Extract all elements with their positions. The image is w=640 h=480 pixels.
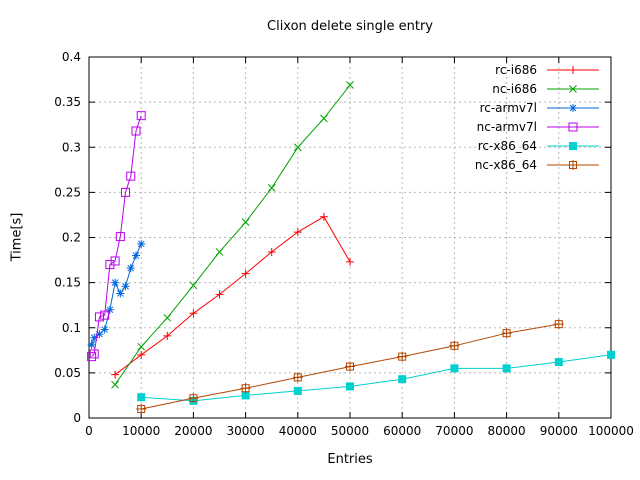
series-nc-armv7l — [87, 111, 146, 362]
tick-labels: 0 10000 20000 30000 40000 50000 60000 70000 8000… — [54, 50, 634, 438]
y-tick-label: 0.05 — [54, 366, 81, 380]
x-tick-label: 50000 — [331, 424, 369, 438]
series-rc-armv7l — [87, 239, 146, 349]
x-tick-label: 40000 — [279, 424, 317, 438]
legend-entry-nc-i686: nc-i686 — [440, 79, 600, 98]
legend: rc-i686 nc-i686 rc-armv7l nc-armv7l rc-x86_6… — [440, 60, 600, 174]
legend-label: nc-i686 — [492, 81, 537, 96]
y-tick-label: 0.2 — [62, 231, 81, 245]
y-tick-label: 0.1 — [62, 321, 81, 335]
y-tick-label: 0.3 — [62, 140, 81, 154]
x-tick-label: 20000 — [174, 424, 212, 438]
x-tick-label: 100000 — [588, 424, 634, 438]
legend-sample-open-square-icon — [547, 122, 599, 131]
legend-entry-rc-i686: rc-i686 — [440, 60, 600, 79]
y-tick-label: 0 — [73, 411, 81, 425]
legend-entry-rc-x86_64: rc-x86_64 — [440, 136, 600, 155]
x-tick-label: 80000 — [488, 424, 526, 438]
y-tick-label: 0.15 — [54, 276, 81, 290]
legend-sample-filled-square-icon — [547, 141, 599, 150]
legend-label: rc-i686 — [495, 62, 537, 77]
legend-label: nc-x86_64 — [474, 157, 537, 172]
series-rc-x86_64 — [137, 350, 615, 405]
legend-sample-asterisk-icon — [547, 103, 599, 112]
tick-marks — [88, 56, 612, 419]
x-tick-label: 10000 — [122, 424, 160, 438]
x-tick-label: 30000 — [227, 424, 265, 438]
legend-sample-plus-icon — [547, 65, 599, 74]
legend-label: rc-armv7l — [479, 100, 537, 115]
x-tick-label: 60000 — [383, 424, 421, 438]
legend-label: nc-armv7l — [476, 119, 537, 134]
legend-entry-nc-armv7l: nc-armv7l — [440, 117, 600, 136]
legend-sample-open-square-plus-icon — [547, 159, 599, 170]
legend-label: rc-x86_64 — [477, 138, 537, 153]
y-tick-label: 0.4 — [62, 50, 81, 64]
x-tick-label: 70000 — [435, 424, 473, 438]
legend-entry-nc-x86_64: nc-x86_64 — [440, 155, 600, 174]
chart-title: Clixon delete single entry — [267, 19, 433, 34]
series-nc-x86_64 — [136, 319, 564, 414]
x-axis-label: Entries — [327, 452, 373, 467]
series-nc-i686 — [111, 81, 354, 389]
series-rc-i686 — [111, 212, 354, 379]
y-tick-label: 0.35 — [54, 95, 81, 109]
y-tick-label: 0.25 — [54, 185, 81, 199]
legend-sample-cross-icon — [547, 84, 599, 93]
x-tick-label: 0 — [85, 424, 93, 438]
legend-entry-rc-armv7l: rc-armv7l — [440, 98, 600, 117]
x-tick-label: 90000 — [540, 424, 578, 438]
